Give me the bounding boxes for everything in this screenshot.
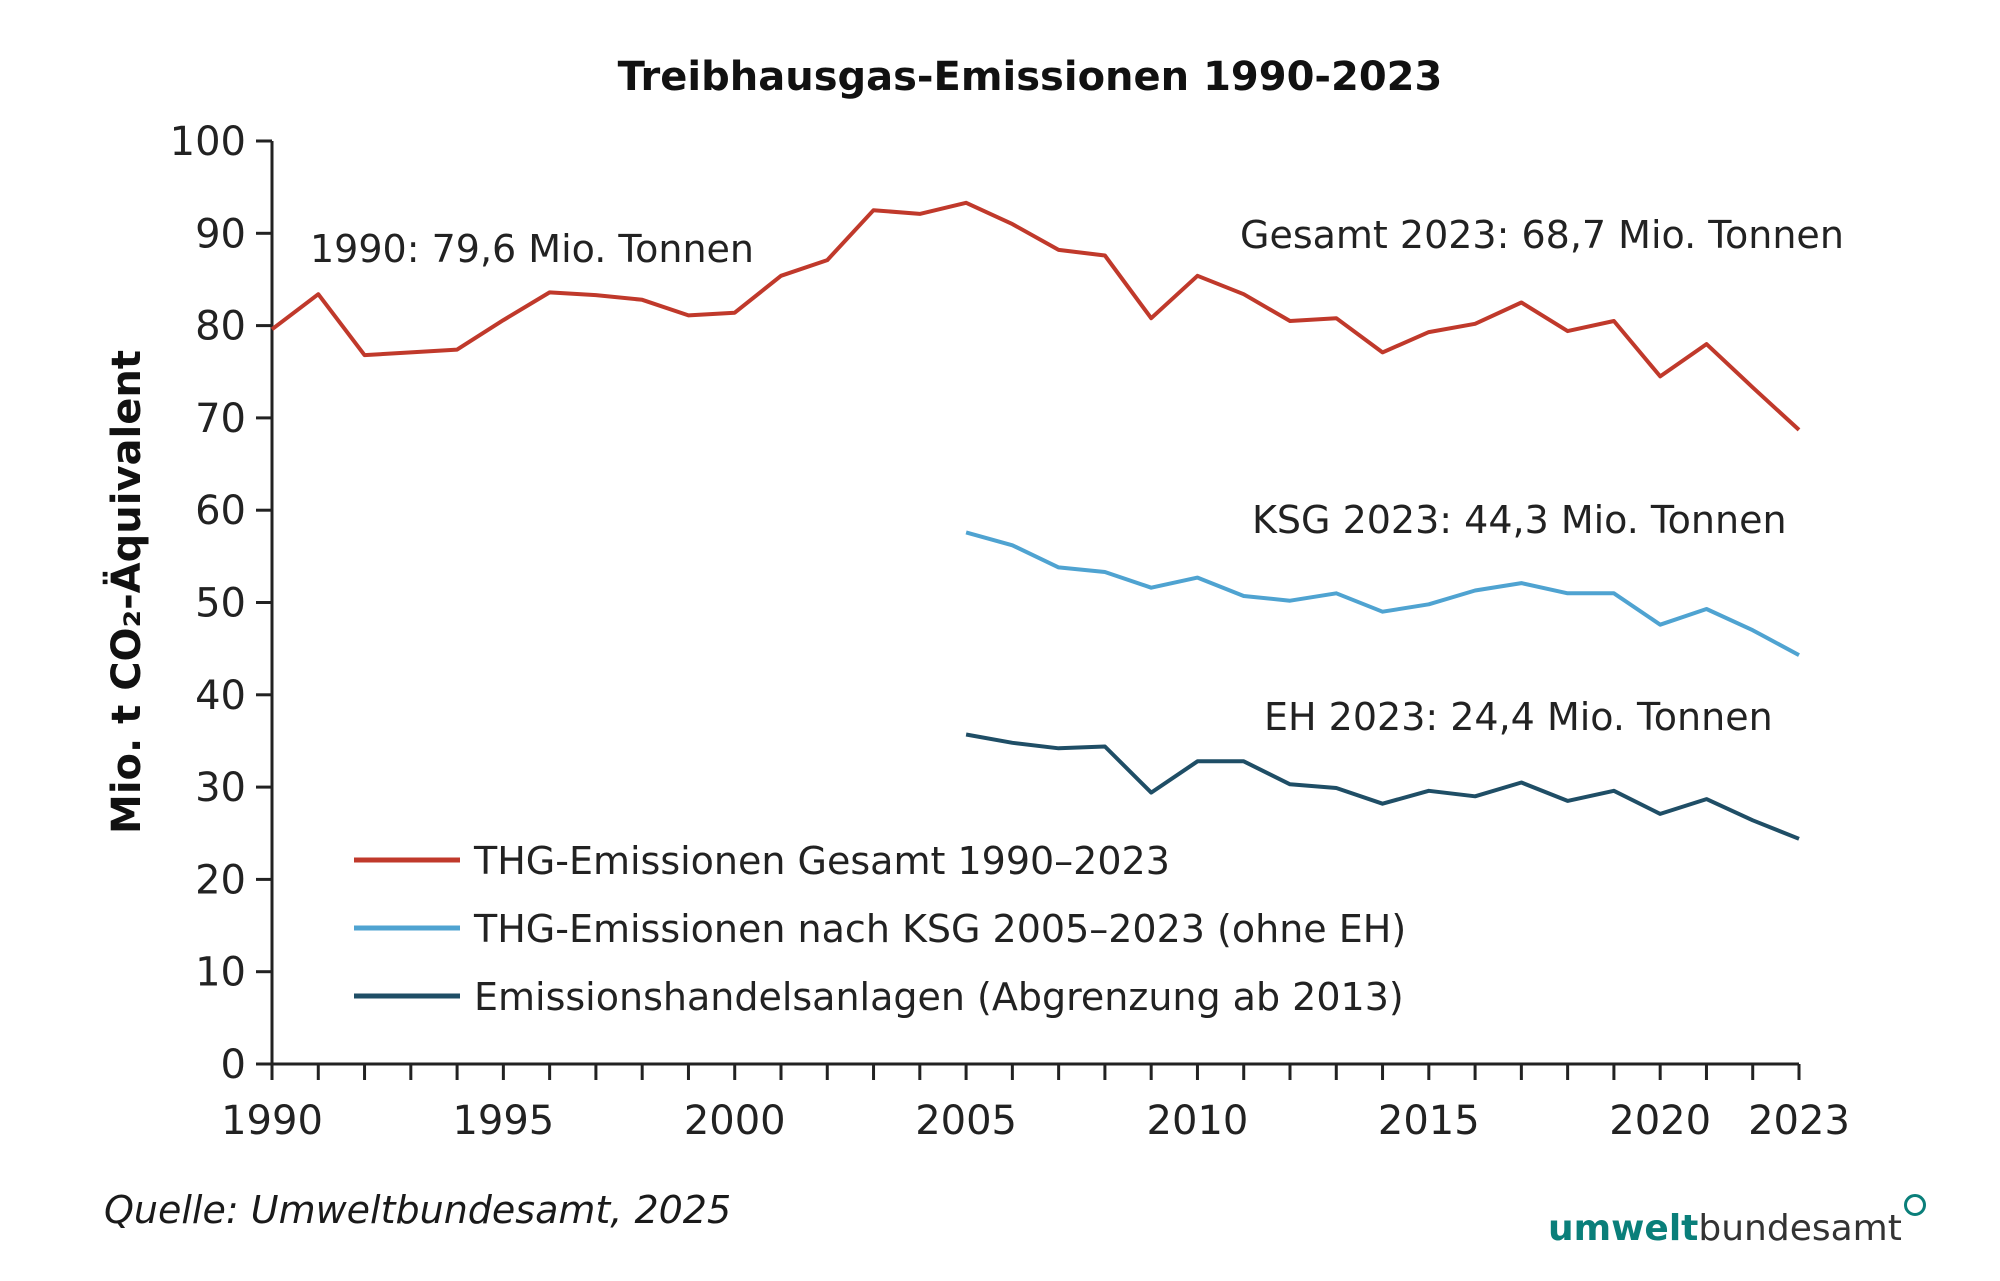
y-tick-label: 50 <box>195 581 246 627</box>
y-tick-label: 10 <box>195 950 246 996</box>
legend-label: Emissionshandelsanlagen (Abgrenzung ab 2… <box>474 975 1404 1019</box>
annotation-1990: 1990: 79,6 Mio. Tonnen <box>310 227 754 271</box>
logo-mark-icon <box>1903 1194 1926 1216</box>
x-tick-label: 1990 <box>221 1098 323 1144</box>
y-tick-label: 90 <box>195 211 246 257</box>
series-line-2 <box>965 530 1800 657</box>
y-axis-label: Mio. t CO₂-Äquivalent <box>102 350 150 834</box>
y-tick-label: 70 <box>195 396 246 442</box>
legend: THG-Emissionen Gesamt 1990–2023 THG-Emiss… <box>354 839 1406 1019</box>
y-tick-label: 100 <box>170 119 246 165</box>
x-ticks: 1990 1995 2000 2005 2010 2015 2020 2023 <box>221 1064 1850 1144</box>
legend-label: THG-Emissionen nach KSG 2005–2023 (ohne … <box>473 907 1406 951</box>
x-tick-label: 2020 <box>1609 1098 1711 1144</box>
series-line-1 <box>270 200 1801 432</box>
x-tick-label: 2015 <box>1378 1098 1480 1144</box>
y-tick-label: 0 <box>221 1042 246 1088</box>
legend-label: THG-Emissionen Gesamt 1990–2023 <box>473 839 1170 883</box>
y-tick-label: 40 <box>195 673 246 719</box>
y-tick-label: 80 <box>195 304 246 350</box>
logo-bold-text: umwelt <box>1548 1208 1699 1249</box>
y-tick-label: 20 <box>195 857 246 903</box>
logo-regular-text: bundesamt <box>1698 1208 1902 1249</box>
series-lines <box>270 200 1801 841</box>
publisher-logo: umweltbundesamt <box>1548 1194 1926 1249</box>
y-tick-label: 60 <box>195 488 246 534</box>
x-tick-label: 1995 <box>452 1098 554 1144</box>
source-note: Quelle: Umweltbundesamt, 2025 <box>104 1188 732 1232</box>
x-tick-label: 2010 <box>1147 1098 1249 1144</box>
x-tick-label: 2023 <box>1748 1098 1850 1144</box>
annotation-eh-2023: EH 2023: 24,4 Mio. Tonnen <box>1264 695 1773 739</box>
annotation-gesamt-2023: Gesamt 2023: 68,7 Mio. Tonnen <box>1240 213 1844 257</box>
y-ticks: 0 10 20 30 40 50 60 70 80 90 100 <box>170 119 272 1088</box>
series-line-3 <box>965 732 1800 841</box>
x-tick-label: 2005 <box>915 1098 1017 1144</box>
chart-title: Treibhausgas-Emissionen 1990-2023 <box>618 54 1443 100</box>
y-tick-label: 30 <box>195 765 246 811</box>
annotation-ksg-2023: KSG 2023: 44,3 Mio. Tonnen <box>1252 498 1787 542</box>
x-tick-label: 2000 <box>684 1098 786 1144</box>
